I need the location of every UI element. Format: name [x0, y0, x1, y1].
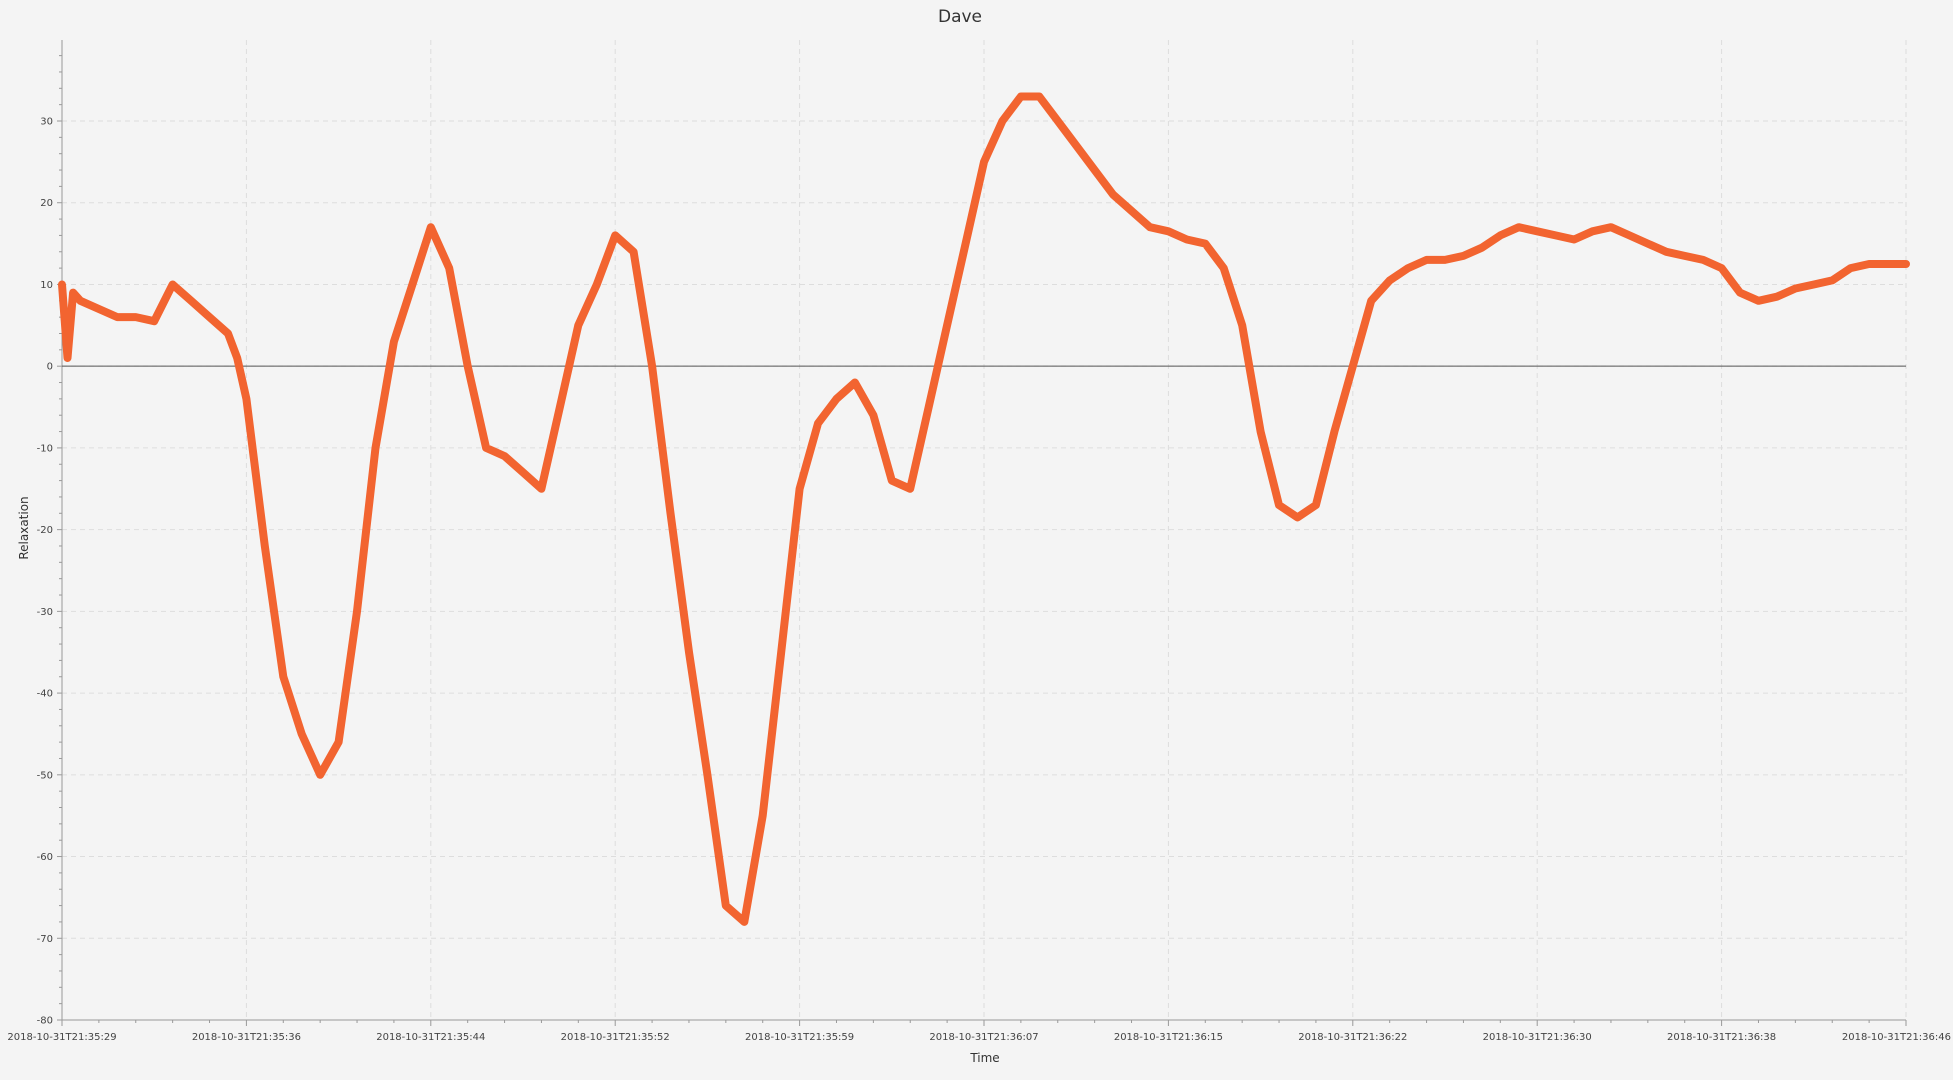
y-tick-label: -50	[37, 770, 53, 781]
y-tick-label: -70	[37, 934, 53, 945]
series-group	[58, 92, 1910, 926]
y-axis-label: Relaxation	[17, 496, 31, 559]
y-tick-label: -80	[37, 1016, 53, 1027]
grid	[62, 40, 1907, 1021]
x-tick-label: 2018-10-31T21:36:15	[1114, 1032, 1223, 1043]
x-tick-label: 2018-10-31T21:35:36	[192, 1032, 301, 1043]
x-axis-label: Time	[969, 1051, 999, 1065]
x-axis-ticks: 2018-10-31T21:35:29 2018-10-31T21:35:36 20…	[7, 1020, 1951, 1043]
x-tick-label: 2018-10-31T21:36:07	[929, 1032, 1038, 1043]
x-tick-label: 2018-10-31T21:35:59	[745, 1032, 854, 1043]
y-tick-label: -30	[37, 607, 53, 618]
x-tick-label: 2018-10-31T21:36:38	[1667, 1032, 1776, 1043]
y-axis-ticks: 30 20 10 0 -10 -20 -30 -40 -50 -60 -70 -80	[37, 55, 62, 1027]
y-tick-label: -10	[37, 443, 53, 454]
y-tick-label: -20	[37, 525, 53, 536]
x-tick-label: 2018-10-31T21:35:44	[376, 1032, 485, 1043]
y-tick-label: -60	[37, 852, 53, 863]
y-tick-label: 20	[40, 198, 53, 209]
chart-title: Dave	[938, 7, 982, 27]
y-tick-label: -40	[37, 689, 53, 700]
x-tick-label: 2018-10-31T21:36:30	[1483, 1032, 1592, 1043]
y-tick-label: 0	[47, 362, 53, 373]
y-tick-label: 10	[40, 280, 53, 291]
x-tick-label: 2018-10-31T21:35:29	[7, 1032, 116, 1043]
x-tick-label: 2018-10-31T21:36:46	[1842, 1032, 1951, 1043]
y-tick-label: 30	[40, 117, 53, 128]
x-tick-label: 2018-10-31T21:35:52	[561, 1032, 670, 1043]
x-tick-label: 2018-10-31T21:36:22	[1298, 1032, 1407, 1043]
series-line	[58, 92, 1910, 926]
